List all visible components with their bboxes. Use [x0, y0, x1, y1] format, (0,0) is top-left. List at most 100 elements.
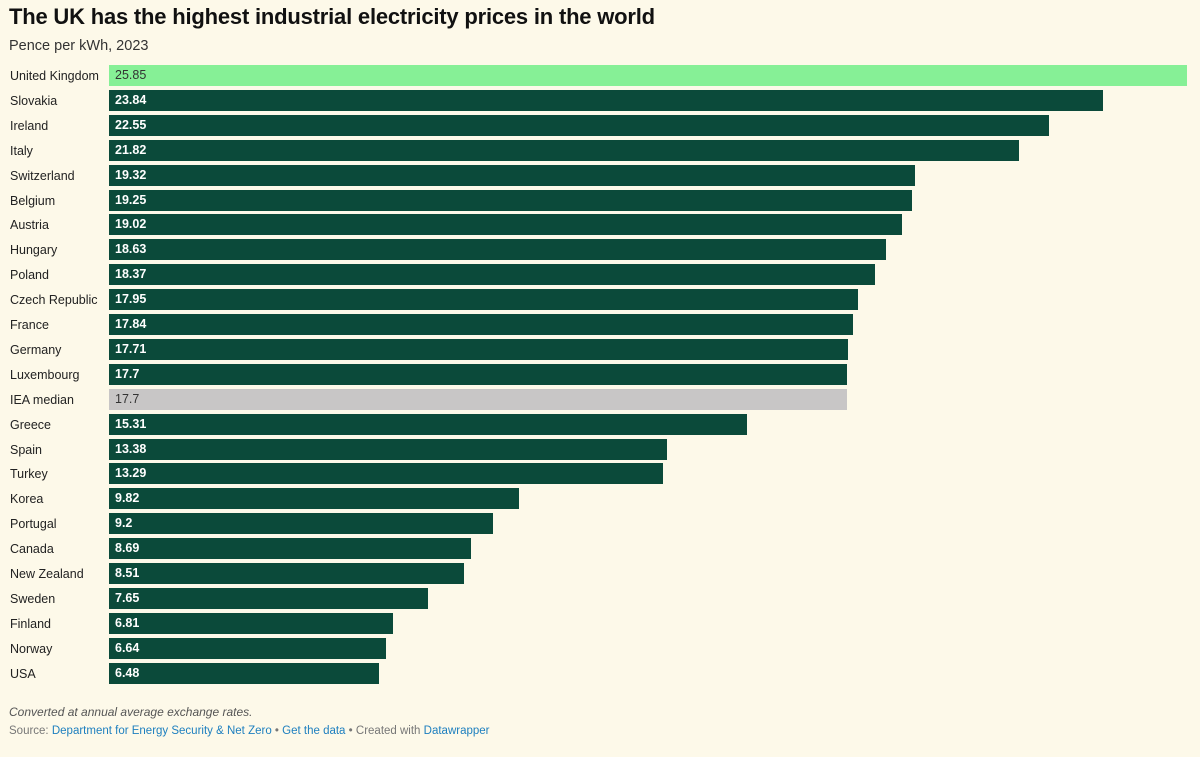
chart-subtitle: Pence per kWh, 2023	[9, 38, 149, 54]
category-label: Switzerland	[10, 168, 75, 183]
bar	[109, 438, 667, 460]
category-label: Canada	[10, 542, 54, 557]
bar-row: Poland 18.37	[0, 264, 1200, 289]
category-label: Korea	[10, 492, 44, 507]
category-label: France	[10, 318, 49, 332]
category-label: Poland	[10, 268, 49, 283]
value-label: 19.32	[115, 167, 147, 182]
value-label: 18.37	[115, 267, 147, 282]
bar-row: Germany 17.71	[0, 338, 1200, 364]
value-label: 13.38	[115, 441, 147, 456]
bar-row: Canada 8.69	[0, 538, 1200, 563]
bar	[109, 637, 386, 659]
value-label: 25.85	[115, 68, 147, 82]
bar	[109, 65, 1187, 86]
value-label: 9.82	[115, 491, 140, 506]
bar-row: USA 6.48	[0, 662, 1200, 688]
bar-row: Austria 19.02	[0, 214, 1200, 239]
chart-source: Source: Department for Energy Security &…	[9, 725, 490, 737]
value-label: 9.2	[115, 516, 133, 531]
bar-row: IEA median 17.7	[0, 388, 1200, 414]
bar	[109, 289, 858, 311]
category-label: Greece	[10, 417, 51, 432]
bar	[109, 139, 1019, 161]
created-with-label: Created with	[355, 725, 421, 737]
value-label: 13.29	[115, 466, 147, 481]
category-label: Germany	[10, 342, 62, 357]
value-label: 6.81	[115, 615, 140, 630]
category-label: Sweden	[10, 591, 56, 606]
bar	[109, 388, 848, 410]
category-label: Luxembourg	[10, 367, 80, 382]
category-label: USA	[10, 666, 36, 681]
bar-chart: United Kingdom 25.85 Slovakia 23.84 Ireland 2…	[0, 65, 1200, 690]
value-label: 17.71	[115, 341, 147, 356]
category-label: Finland	[10, 616, 51, 631]
bar	[109, 363, 848, 385]
value-label: 19.02	[115, 217, 147, 232]
category-label: Hungary	[10, 243, 58, 258]
chart-title: The UK has the highest industrial electr…	[9, 4, 655, 29]
category-label: Norway	[10, 641, 53, 656]
source-link[interactable]: Department for Energy Security & Net Zer…	[51, 725, 272, 737]
value-label: 19.25	[115, 192, 147, 207]
source-label: Source:	[9, 725, 49, 737]
bar	[109, 463, 664, 485]
bar	[109, 662, 380, 684]
bar	[109, 538, 472, 560]
bar	[109, 587, 429, 609]
bar-row: Belgium 19.25	[0, 189, 1200, 215]
chart-note: Converted at annual average exchange rat…	[9, 705, 253, 719]
category-label: Slovakia	[10, 93, 58, 108]
separator: •	[274, 725, 279, 737]
bar-row: Greece 15.31	[0, 413, 1200, 439]
value-label: 17.7	[115, 366, 140, 381]
category-label: Spain	[10, 442, 42, 457]
category-label: Belgium	[10, 193, 56, 208]
separator: •	[348, 725, 353, 737]
bar-row: Sweden 7.65	[0, 587, 1200, 613]
category-label: Ireland	[10, 118, 49, 133]
value-label: 21.82	[115, 142, 147, 157]
datawrapper-link[interactable]: Datawrapper	[423, 725, 490, 737]
bar-row: Luxembourg 17.7	[0, 363, 1200, 389]
get-data-link[interactable]: Get the data	[282, 725, 346, 737]
bar-row: Czech Republic 17.95	[0, 289, 1200, 314]
bar-row: Finland 6.81	[0, 612, 1200, 638]
bar	[109, 214, 903, 236]
bar-row: Norway 6.64	[0, 637, 1200, 663]
bar	[109, 413, 748, 435]
value-label: 6.48	[115, 665, 140, 680]
bar-row: Spain 13.38	[0, 438, 1200, 464]
value-label: 6.64	[115, 640, 140, 655]
value-label: 18.63	[115, 242, 147, 257]
bar	[109, 563, 464, 584]
bar	[109, 488, 519, 510]
bar	[109, 189, 912, 211]
bar-row: Portugal 9.2	[0, 513, 1200, 538]
value-label: 23.84	[115, 92, 147, 107]
value-label: 17.95	[115, 292, 147, 307]
value-label: 15.31	[115, 416, 147, 431]
category-label: New Zealand	[10, 567, 84, 581]
value-label: 8.69	[115, 541, 140, 556]
value-label: 8.51	[115, 566, 140, 580]
category-label: IEA median	[10, 392, 74, 407]
bar-row: Hungary 18.63	[0, 239, 1200, 264]
category-label: Portugal	[10, 517, 57, 532]
bar-row: Korea 9.82	[0, 488, 1200, 513]
category-label: Austria	[10, 218, 49, 233]
value-label: 22.55	[115, 117, 147, 132]
category-label: United Kingdom	[10, 69, 99, 83]
bar	[109, 239, 886, 261]
bar-row: New Zealand 8.51	[0, 563, 1200, 588]
bar-row: Turkey 13.29	[0, 463, 1200, 488]
bar	[109, 164, 915, 186]
value-label: 17.7	[115, 391, 140, 406]
category-label: Italy	[10, 143, 33, 158]
value-label: 7.65	[115, 590, 140, 605]
bar-row: Italy 21.82	[0, 139, 1200, 165]
bar	[109, 314, 853, 335]
bar	[109, 338, 848, 360]
